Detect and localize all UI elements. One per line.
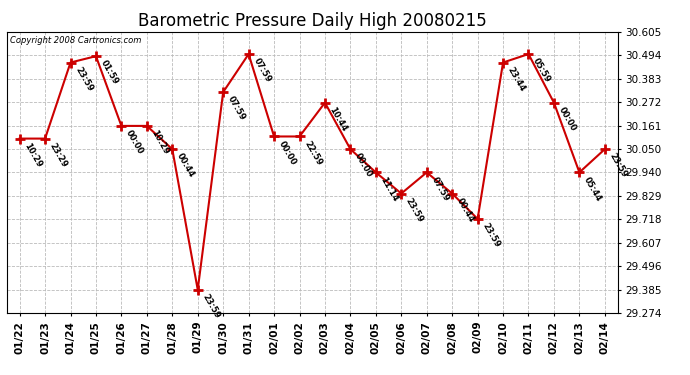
Text: 10:29: 10:29 (150, 129, 170, 156)
Text: 10:29: 10:29 (22, 141, 43, 169)
Text: 23:59: 23:59 (73, 65, 95, 93)
Text: 10:44: 10:44 (328, 105, 349, 133)
Title: Barometric Pressure Daily High 20080215: Barometric Pressure Daily High 20080215 (138, 12, 486, 30)
Text: 05:59: 05:59 (531, 57, 553, 84)
Text: 00:44: 00:44 (455, 196, 476, 224)
Text: 00:00: 00:00 (353, 152, 374, 179)
Text: 23:59: 23:59 (201, 292, 221, 320)
Text: 00:00: 00:00 (557, 105, 578, 133)
Text: 00:44: 00:44 (175, 152, 196, 180)
Text: 00:00: 00:00 (277, 139, 298, 166)
Text: Copyright 2008 Cartronics.com: Copyright 2008 Cartronics.com (10, 36, 141, 45)
Text: 23:59: 23:59 (404, 196, 425, 224)
Text: 23:59: 23:59 (480, 222, 502, 249)
Text: 00:00: 00:00 (124, 129, 145, 156)
Text: 01:59: 01:59 (99, 59, 120, 87)
Text: 07:59: 07:59 (429, 175, 451, 202)
Text: 23:44: 23:44 (506, 65, 527, 93)
Text: 05:44: 05:44 (582, 175, 603, 203)
Text: 23:29: 23:29 (48, 141, 69, 169)
Text: 23:59: 23:59 (608, 152, 629, 180)
Text: 07:59: 07:59 (251, 57, 273, 84)
Text: 11:14: 11:14 (379, 175, 400, 203)
Text: 07:59: 07:59 (226, 95, 247, 122)
Text: 22:59: 22:59 (302, 139, 324, 167)
